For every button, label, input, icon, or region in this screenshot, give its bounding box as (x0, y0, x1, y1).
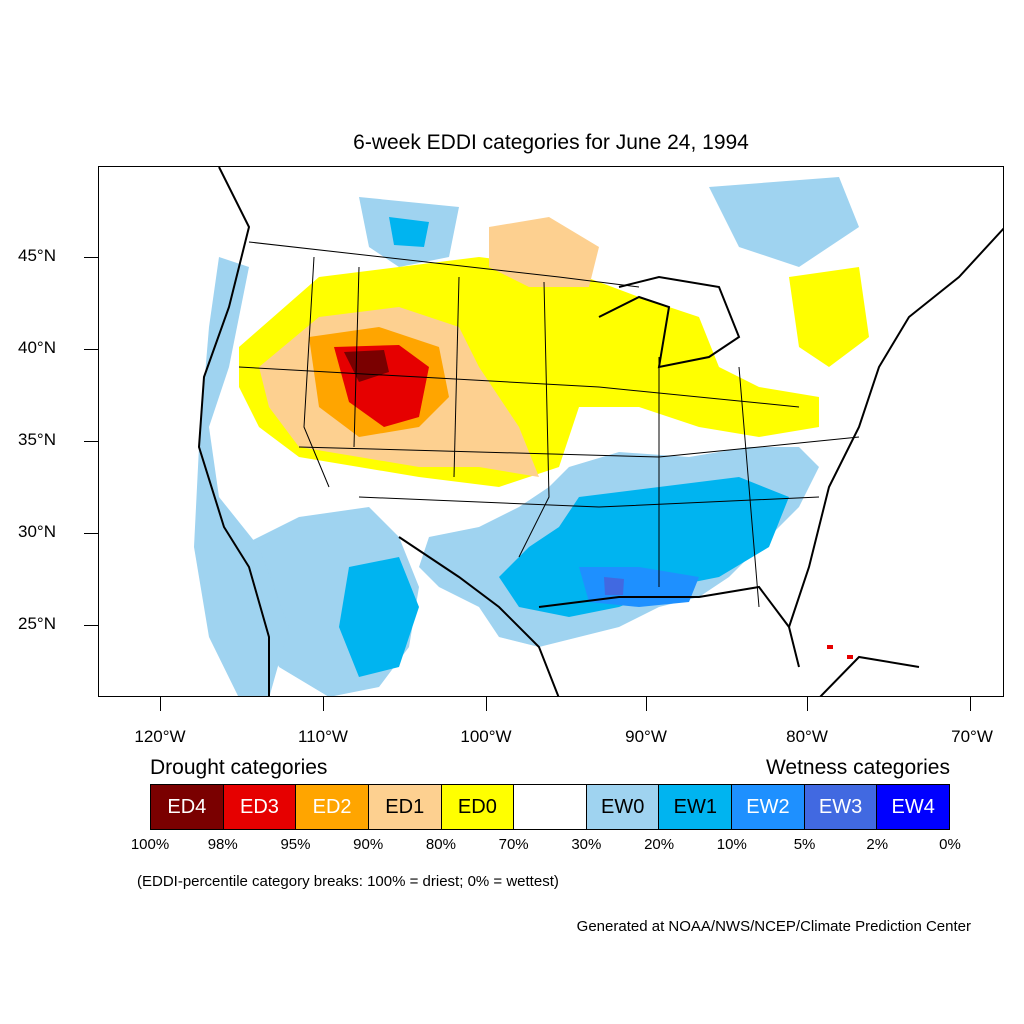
legend-swatch-ed1: ED1 (368, 785, 442, 829)
category-breaks-note: (EDDI-percentile category breaks: 100% =… (137, 873, 559, 890)
drought-categories-heading: Drought categories (150, 756, 328, 779)
lat-label-30: 30°N (18, 522, 56, 541)
percent-break-label: 90% (353, 836, 384, 853)
legend-swatch-ed2: ED2 (296, 785, 369, 829)
percent-break-label: 0% (939, 836, 961, 853)
wet-region-pacific (194, 257, 289, 696)
lat-tick-40 (84, 349, 98, 350)
percent-break-label: 100% (130, 836, 170, 853)
legend-swatch-ew0: EW0 (586, 785, 660, 829)
percent-break-label: 10% (716, 836, 747, 853)
lat-label-25: 25°N (18, 614, 56, 633)
lat-label-35: 35°N (18, 430, 56, 449)
legend-swatch-neutral (514, 785, 587, 829)
lat-label-40: 40°N (18, 338, 56, 357)
map-canvas (194, 167, 1003, 696)
legend-swatch-ew2: EW2 (732, 785, 805, 829)
legend-swatch-ed4: ED4 (151, 785, 224, 829)
eddi-map (98, 166, 1004, 697)
category-color-bar: ED4 ED3 ED2 ED1 ED0 EW0 EW1 EW2 EW3 EW4 (150, 784, 950, 830)
lat-label-45: 45°N (18, 246, 56, 265)
drought-region-ed4 (344, 350, 389, 382)
lon-label-90: 90°W (625, 727, 667, 746)
coastlines (197, 167, 1003, 696)
percent-break-label: 30% (571, 836, 602, 853)
lon-label-100: 100°W (460, 727, 512, 746)
lon-label-70: 70°W (951, 727, 993, 746)
lon-label-110: 110°W (298, 727, 348, 746)
lon-tick-90 (646, 697, 647, 711)
lon-tick-100 (486, 697, 487, 711)
legend-swatch-ew1: EW1 (659, 785, 733, 829)
state-boundaries (238, 241, 860, 608)
drought-region-ne-ed0 (789, 267, 869, 367)
lon-tick-120 (160, 697, 161, 711)
wet-region-canada-west-core (389, 217, 429, 247)
credit-line: Generated at NOAA/NWS/NCEP/Climate Predi… (576, 918, 971, 935)
lat-tick-45 (84, 257, 98, 258)
lon-label-80: 80°W (786, 727, 828, 746)
wet-region-gulf-extreme (604, 577, 624, 595)
legend-swatch-ew3: EW3 (804, 785, 878, 829)
legend-swatch-ed0: ED0 (441, 785, 515, 829)
lat-tick-25 (84, 625, 98, 626)
lon-tick-70 (970, 697, 971, 711)
lon-label-120: 120°W (134, 727, 186, 746)
wet-region-canada-east (709, 177, 859, 267)
lon-tick-110 (323, 697, 324, 711)
percent-break-label: 70% (498, 836, 529, 853)
lon-tick-80 (807, 697, 808, 711)
wet-region-mexico (339, 557, 419, 677)
legend-swatch-ew4: EW4 (877, 785, 950, 829)
percent-break-label: 2% (866, 836, 889, 853)
percent-break-label: 95% (280, 836, 311, 853)
lat-tick-35 (84, 441, 98, 442)
percent-break-label: 5% (793, 836, 816, 853)
percent-break-label: 20% (644, 836, 675, 853)
wetness-categories-heading: Wetness categories (765, 756, 950, 779)
drought-region-north-ed1 (489, 217, 599, 287)
legend-swatch-ed3: ED3 (223, 785, 297, 829)
lat-tick-30 (84, 533, 98, 534)
cuba-drought-specks (827, 645, 853, 659)
map-title: 6-week EDDI categories for June 24, 1994 (353, 131, 749, 154)
percent-break-label: 80% (425, 836, 456, 853)
wet-region-southeast-core (499, 477, 789, 617)
percent-break-label: 98% (207, 836, 238, 853)
